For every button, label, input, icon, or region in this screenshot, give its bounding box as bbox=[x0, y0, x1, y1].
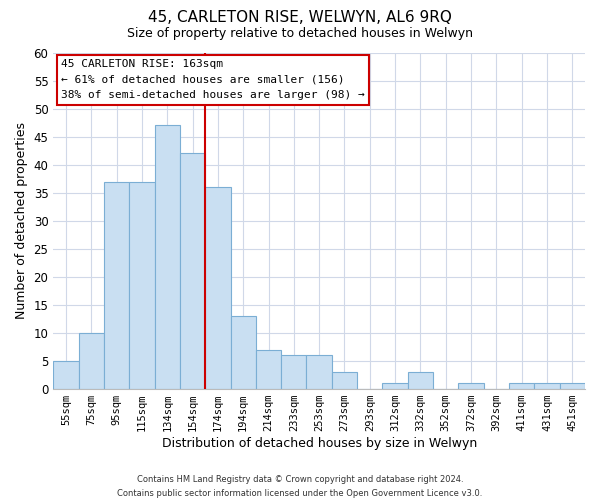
Text: 45 CARLETON RISE: 163sqm
← 61% of detached houses are smaller (156)
38% of semi-: 45 CARLETON RISE: 163sqm ← 61% of detach… bbox=[61, 59, 365, 100]
Bar bbox=[281, 356, 307, 389]
Bar bbox=[205, 187, 230, 389]
Bar bbox=[509, 384, 535, 389]
Bar bbox=[332, 372, 357, 389]
Bar bbox=[155, 126, 180, 389]
Bar bbox=[180, 154, 205, 389]
Bar bbox=[53, 361, 79, 389]
Bar bbox=[104, 182, 129, 389]
Y-axis label: Number of detached properties: Number of detached properties bbox=[15, 122, 28, 320]
Text: 45, CARLETON RISE, WELWYN, AL6 9RQ: 45, CARLETON RISE, WELWYN, AL6 9RQ bbox=[148, 10, 452, 25]
X-axis label: Distribution of detached houses by size in Welwyn: Distribution of detached houses by size … bbox=[161, 437, 477, 450]
Bar bbox=[408, 372, 433, 389]
Bar bbox=[458, 384, 484, 389]
Bar bbox=[230, 316, 256, 389]
Text: Contains HM Land Registry data © Crown copyright and database right 2024.
Contai: Contains HM Land Registry data © Crown c… bbox=[118, 476, 482, 498]
Bar bbox=[129, 182, 155, 389]
Bar bbox=[560, 384, 585, 389]
Bar bbox=[79, 333, 104, 389]
Text: Size of property relative to detached houses in Welwyn: Size of property relative to detached ho… bbox=[127, 28, 473, 40]
Bar bbox=[382, 384, 408, 389]
Bar bbox=[256, 350, 281, 389]
Bar bbox=[307, 356, 332, 389]
Bar bbox=[535, 384, 560, 389]
